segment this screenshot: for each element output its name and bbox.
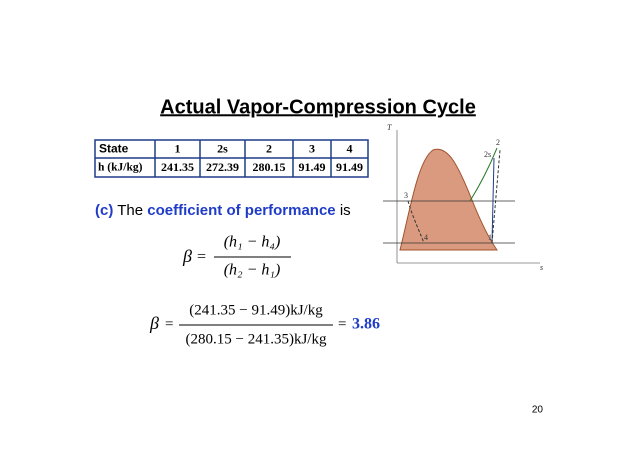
eq-sign: = xyxy=(197,249,206,266)
state-label: 2 xyxy=(496,138,500,147)
axis-label: s xyxy=(540,263,543,272)
header-cell: 2 xyxy=(266,141,272,155)
eq-lhs: β xyxy=(149,313,159,333)
eq-lhs: β xyxy=(182,246,192,266)
statement: (c) The coefficient of performance is xyxy=(95,202,351,219)
row-cell: h (kJ/kg) xyxy=(98,162,143,174)
equation-1: β = (h₁ − h₄) (h₂ − h₁) xyxy=(182,234,291,279)
header-cell: 1 xyxy=(175,141,181,155)
isentropic-line xyxy=(491,157,495,244)
eq-numerator: (241.35 − 91.49)kJ/kg xyxy=(189,302,323,318)
slide-title: Actual Vapor-Compression Cycle xyxy=(160,96,476,118)
superheat-line xyxy=(469,147,498,202)
header-cell: 3 xyxy=(309,141,315,155)
eq-sign: = xyxy=(338,316,346,332)
ts-diagram: T s 1 2 2s 3 4 xyxy=(383,123,543,272)
statement-tail: is xyxy=(340,202,351,219)
header-cell: 2s xyxy=(217,141,228,155)
eq-numerator: (h₁ − h₄) xyxy=(224,234,281,251)
part-label: (c) xyxy=(95,202,113,219)
saturation-dome xyxy=(399,148,498,251)
statement-term: coefficient of performance xyxy=(147,202,335,219)
diagram-labels: T s 1 2 2s 3 4 xyxy=(387,123,543,272)
state-label: 1 xyxy=(488,233,492,242)
eq-sign: = xyxy=(165,316,173,332)
header-cell: 4 xyxy=(347,141,353,155)
actual-compression xyxy=(491,149,501,244)
row-cell: 91.49 xyxy=(299,160,326,174)
eq-denominator: (280.15 − 241.35)kJ/kg xyxy=(186,331,327,347)
state-label: 3 xyxy=(404,191,408,200)
row-cell: 280.15 xyxy=(253,160,286,174)
equation-2: β = (241.35 − 91.49)kJ/kg (280.15 − 241.… xyxy=(149,302,380,347)
table xyxy=(94,139,369,178)
row-cell: 272.39 xyxy=(206,160,239,174)
table-text: State 1 2s 2 3 4 h (kJ/kg) 241.35 272.39… xyxy=(98,141,363,174)
state-label: 4 xyxy=(424,233,428,242)
row-cell: 91.49 xyxy=(336,160,363,174)
header-cell: State xyxy=(99,142,129,156)
row-cell: 241.35 xyxy=(161,160,194,174)
eq-denominator: (h₂ − h₁) xyxy=(224,262,281,279)
page-number: 20 xyxy=(532,405,544,416)
axis-label: T xyxy=(387,123,392,132)
throttling xyxy=(407,200,425,244)
eq-result: 3.86 xyxy=(352,316,380,333)
statement-lead: The xyxy=(117,202,143,219)
state-label: 2s xyxy=(484,150,491,159)
